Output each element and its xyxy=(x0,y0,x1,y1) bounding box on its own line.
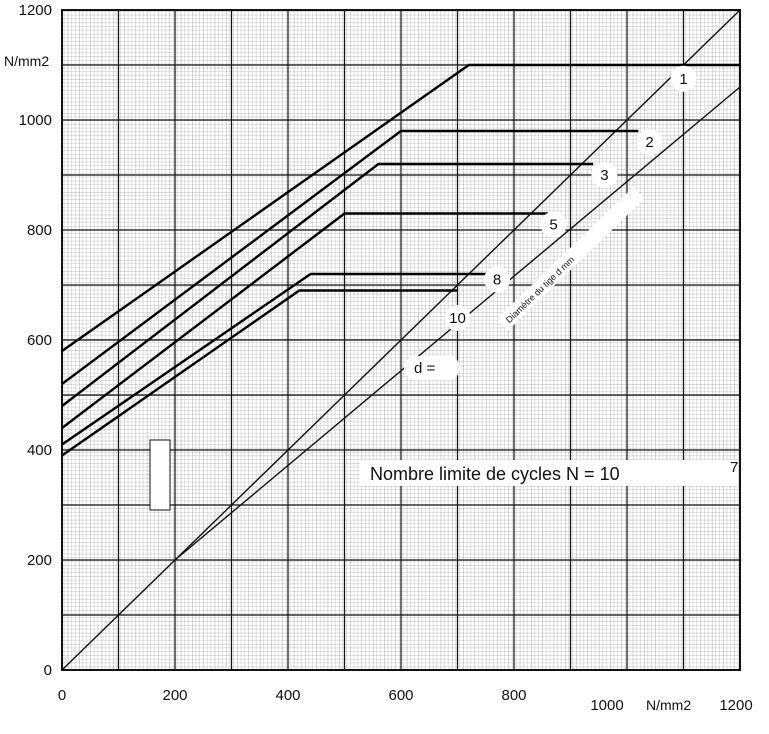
series-line xyxy=(61,162,594,407)
y-tick-labels: 0 200 400 600 800 1000 1200 xyxy=(19,2,52,679)
x-tick-label: 1200 xyxy=(719,697,752,714)
x-tick-label: 200 xyxy=(162,687,187,704)
small-rotated-note xyxy=(149,439,171,511)
y-tick-label: 0 xyxy=(44,662,52,679)
series-line xyxy=(61,63,740,352)
series-label-bubble xyxy=(540,211,567,238)
plot-frame xyxy=(61,9,741,671)
cycles-exponent: 7 xyxy=(730,459,738,476)
x-tick-label: 800 xyxy=(501,687,526,704)
x-tick-label: 0 xyxy=(58,687,66,704)
x-unit-label: N/mm2 xyxy=(646,697,691,713)
x-tick-label: 400 xyxy=(275,687,300,704)
series-label: 3 xyxy=(600,167,608,184)
axis-lines xyxy=(61,9,741,671)
series-label: 2 xyxy=(645,134,653,151)
series-line xyxy=(61,272,492,446)
series-label: 1 xyxy=(679,71,687,88)
y-tick-label: 200 xyxy=(27,552,52,569)
series-label-bubble xyxy=(484,266,511,293)
series-label-bubble xyxy=(444,305,471,331)
series-label-bubble xyxy=(636,129,663,155)
series-label-bubble xyxy=(670,65,697,92)
cycles-note: Nombre limite de cycles N = 10 xyxy=(370,464,620,484)
x-tick-label: 600 xyxy=(388,687,413,704)
y-tick-label: 1200 xyxy=(19,2,52,19)
cycles-annotation: Nombre limite de cycles N = 10 7 xyxy=(360,459,738,486)
series-label-bubble xyxy=(591,162,618,188)
series-line xyxy=(61,129,639,385)
y-tick-label: 1000 xyxy=(19,112,52,129)
series-label: 8 xyxy=(493,272,501,289)
series-label: 10 xyxy=(449,310,466,327)
y-tick-label: 800 xyxy=(27,222,52,239)
y-unit-label: N/mm2 xyxy=(4,53,49,69)
y-tick-label: 600 xyxy=(27,332,52,349)
series-line xyxy=(61,212,548,429)
y-tick-label: 400 xyxy=(27,442,52,459)
series-line xyxy=(61,289,458,457)
d-annotation: d = xyxy=(404,356,460,380)
series-label: 5 xyxy=(549,217,557,234)
x-tick-labels: 0 200 400 600 800 1000 1200 xyxy=(58,687,753,714)
x-tick-label: 1000 xyxy=(590,697,623,714)
series-lines xyxy=(61,63,740,457)
d-label: d = xyxy=(414,360,436,377)
series-labels: 1 2 3 5 8 10 xyxy=(444,65,697,331)
